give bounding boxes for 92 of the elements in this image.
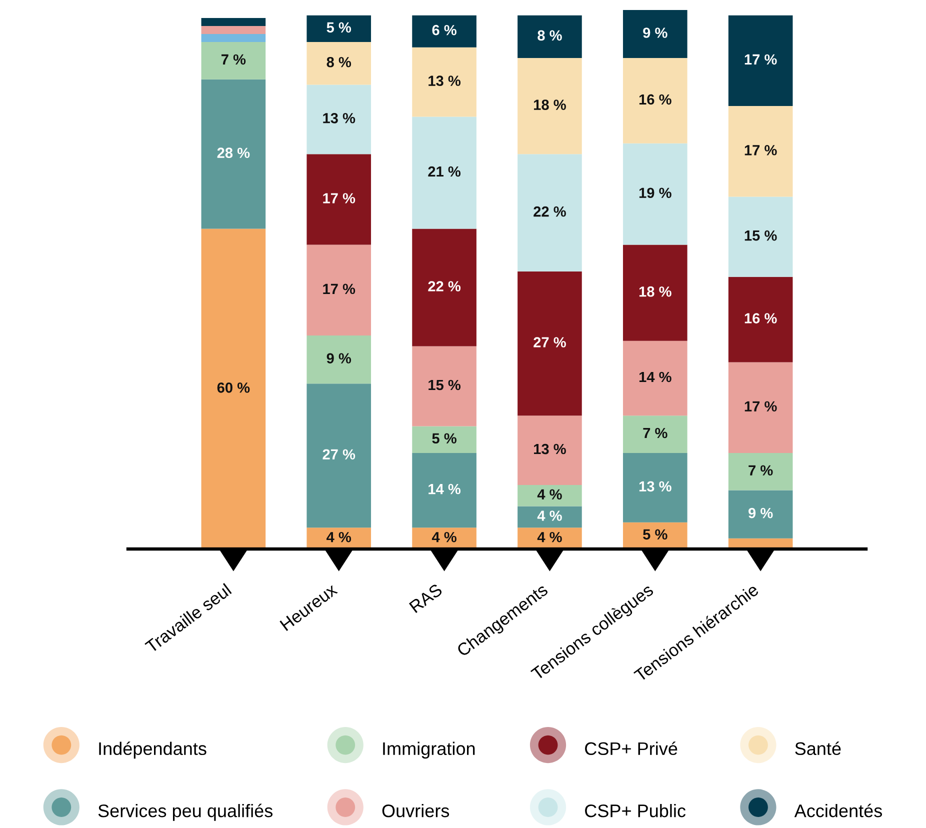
legend-label: Immigration — [383, 742, 475, 759]
bar — [622, 340, 688, 416]
bar — [412, 346, 476, 426]
data-label: 4 % — [537, 489, 562, 500]
data-label: 17 % — [744, 401, 777, 412]
data-label: 13 % — [323, 112, 356, 124]
bar — [306, 42, 372, 85]
data-label: 17 % — [323, 284, 356, 294]
data-label: 27 % — [534, 337, 566, 348]
bar — [412, 426, 476, 453]
bar — [412, 116, 476, 229]
bar — [412, 47, 476, 117]
bar — [728, 15, 793, 106]
bar — [201, 42, 266, 80]
data-label: 14 % — [428, 484, 461, 494]
bar — [201, 34, 266, 42]
data-label: 4 % — [537, 510, 562, 521]
bar — [728, 276, 793, 362]
data-label: 7 % — [221, 54, 246, 65]
bar — [201, 228, 266, 549]
data-label: 9 % — [643, 28, 668, 38]
bar — [412, 452, 476, 528]
data-label: 9 % — [748, 508, 773, 518]
bar — [201, 79, 266, 229]
data-label: 17 % — [744, 54, 777, 65]
legend-label: Santé — [795, 742, 841, 756]
bar — [518, 15, 582, 58]
bar — [622, 58, 688, 144]
bar — [518, 484, 582, 506]
legend-label: Services peu qualifiés — [98, 804, 273, 821]
data-label: 13 % — [534, 444, 566, 454]
bar — [728, 362, 793, 453]
legend-label: CSP+ Privé — [585, 742, 678, 756]
bar — [306, 244, 372, 336]
bar — [622, 143, 688, 245]
data-label: 7 % — [643, 428, 668, 438]
data-label: 19 % — [639, 188, 672, 198]
bar — [412, 15, 476, 48]
x-tick-label: RAS — [408, 583, 443, 614]
data-label: 22 % — [428, 281, 461, 292]
bar — [518, 271, 582, 416]
legend-label: Ouvriers — [382, 804, 450, 818]
data-label: 4 % — [537, 532, 562, 542]
legend-label: Accidentés — [794, 804, 882, 818]
data-label: 22 % — [534, 206, 566, 217]
data-label: 18 % — [639, 286, 672, 297]
bar — [728, 196, 793, 277]
data-label: 5 % — [326, 22, 352, 33]
bar — [201, 18, 266, 26]
data-label: 28 % — [217, 148, 250, 158]
data-label: 15 % — [428, 380, 461, 390]
data-label: 27 % — [322, 449, 356, 460]
bar — [306, 15, 372, 42]
data-label: 8 % — [326, 56, 352, 68]
bar — [728, 106, 793, 197]
bar — [622, 452, 688, 522]
bar — [306, 154, 372, 245]
data-label: 6 % — [432, 24, 456, 36]
data-label: 15 % — [744, 230, 777, 241]
bar — [201, 26, 266, 34]
bar — [518, 416, 582, 485]
bar — [306, 336, 372, 384]
bar — [622, 244, 688, 341]
bar — [412, 228, 476, 346]
data-label: 60 % — [217, 382, 250, 393]
bar — [622, 416, 688, 453]
data-label: 13 % — [428, 76, 461, 86]
data-label: 18 % — [534, 100, 566, 110]
data-label: 14 % — [639, 372, 672, 382]
data-label: 4 % — [432, 532, 456, 542]
data-label: 4 % — [326, 532, 352, 542]
legend-label: Indépendants — [99, 742, 206, 759]
bar — [306, 384, 372, 528]
bar — [622, 10, 688, 58]
data-label: 21 % — [428, 166, 461, 177]
data-label: 17 % — [744, 145, 777, 156]
data-label: 5 % — [432, 433, 456, 444]
data-label: 9 % — [326, 353, 352, 364]
legend-label: CSP+ Public — [585, 804, 686, 818]
data-label: 7 % — [748, 465, 773, 476]
data-label: 16 % — [744, 313, 777, 324]
data-label: 16 % — [639, 94, 672, 105]
bar — [728, 490, 793, 538]
bar — [518, 506, 582, 528]
data-label: 13 % — [639, 481, 672, 492]
bar — [518, 154, 582, 272]
data-label: 8 % — [538, 30, 562, 41]
data-label: 5 % — [643, 529, 668, 540]
bar — [728, 452, 793, 490]
bar — [518, 58, 582, 154]
bar — [306, 84, 372, 154]
data-label: 17 % — [323, 193, 356, 204]
